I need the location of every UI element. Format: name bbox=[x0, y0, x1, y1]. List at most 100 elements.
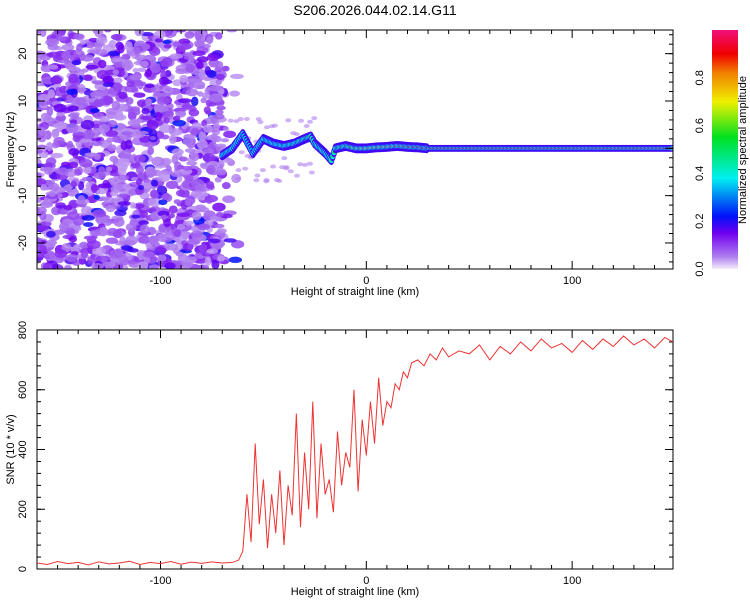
noise-blob bbox=[60, 209, 69, 215]
noise-blob bbox=[206, 36, 214, 45]
noise-blob bbox=[92, 246, 107, 256]
noise-blob bbox=[88, 37, 99, 43]
noise-blob bbox=[223, 238, 237, 243]
noise-blob bbox=[177, 98, 192, 104]
noise-blob bbox=[112, 229, 123, 239]
noise-blob bbox=[79, 40, 87, 45]
noise-blob bbox=[182, 179, 192, 189]
noise-blob bbox=[205, 196, 213, 204]
noise-blob bbox=[37, 30, 42, 35]
noise-blob bbox=[80, 138, 89, 143]
noise-blob bbox=[121, 60, 134, 70]
noise-blob bbox=[164, 262, 176, 269]
noise-blob bbox=[303, 123, 310, 128]
noise-blob bbox=[179, 74, 189, 83]
noise-blob bbox=[105, 237, 119, 244]
noise-blob bbox=[173, 199, 181, 205]
noise-blob bbox=[139, 224, 150, 234]
noise-blob bbox=[182, 242, 194, 252]
noise-blob bbox=[194, 183, 206, 192]
noise-blob bbox=[206, 164, 216, 175]
y-tick-label: 10 bbox=[17, 95, 29, 107]
noise-blob bbox=[302, 162, 309, 167]
noise-blob bbox=[57, 167, 69, 176]
noise-blob bbox=[83, 235, 98, 240]
noise-blob bbox=[149, 189, 159, 199]
noise-blob bbox=[215, 211, 224, 217]
noise-blob bbox=[196, 264, 210, 269]
noise-blob bbox=[129, 74, 142, 81]
noise-blob bbox=[67, 67, 79, 72]
noise-blob bbox=[203, 124, 214, 133]
noise-blob bbox=[204, 110, 212, 115]
noise-blob bbox=[244, 153, 251, 158]
noise-blob bbox=[105, 130, 119, 137]
noise-blob bbox=[194, 30, 204, 41]
noise-blob bbox=[50, 152, 64, 159]
noise-blob bbox=[242, 166, 249, 171]
noise-blob bbox=[67, 211, 80, 221]
noise-blob bbox=[253, 178, 260, 183]
noise-blob bbox=[99, 226, 108, 237]
noise-blob bbox=[45, 38, 60, 46]
noise-blob bbox=[221, 65, 230, 72]
noise-blob bbox=[204, 255, 212, 266]
noise-blob bbox=[174, 229, 182, 238]
noise-blob bbox=[54, 36, 67, 42]
noise-blob bbox=[263, 125, 270, 130]
noise-blob bbox=[230, 73, 244, 80]
noise-blob bbox=[294, 173, 301, 178]
noise-blob bbox=[175, 189, 186, 197]
noise-blob bbox=[48, 190, 56, 198]
noise-blob bbox=[194, 257, 208, 264]
noise-blob bbox=[73, 33, 84, 40]
noise-blob bbox=[119, 236, 126, 246]
noise-blob bbox=[198, 71, 206, 79]
noise-blob bbox=[142, 251, 155, 258]
noise-blob bbox=[37, 254, 45, 259]
noise-blob bbox=[61, 50, 71, 61]
noise-blob bbox=[47, 51, 60, 58]
noise-blob bbox=[57, 59, 72, 64]
noise-blob bbox=[132, 68, 139, 73]
noise-blob bbox=[160, 247, 167, 254]
noise-blob bbox=[68, 148, 80, 156]
noise-blob bbox=[188, 109, 200, 117]
noise-blob bbox=[215, 109, 224, 115]
noise-blob bbox=[198, 243, 209, 253]
noise-blob bbox=[58, 222, 70, 232]
noise-blob bbox=[39, 184, 48, 191]
plot-frame bbox=[36, 329, 674, 570]
noise-blob bbox=[203, 43, 212, 49]
noise-blob bbox=[68, 73, 79, 84]
y-tick-label: -20 bbox=[17, 235, 29, 251]
noise-blob bbox=[205, 180, 215, 190]
noise-blob bbox=[138, 235, 151, 244]
noise-blob bbox=[192, 50, 206, 57]
noise-blob bbox=[119, 150, 132, 159]
noise-blob bbox=[88, 49, 100, 55]
noise-blob bbox=[215, 78, 223, 86]
noise-blob bbox=[107, 50, 120, 57]
noise-blob bbox=[196, 206, 210, 213]
noise-blob bbox=[178, 156, 188, 162]
noise-blob bbox=[47, 184, 55, 190]
noise-blob bbox=[154, 111, 163, 122]
noise-blob bbox=[214, 170, 227, 176]
noise-blob bbox=[184, 256, 198, 263]
noise-blob bbox=[51, 129, 60, 139]
noise-blob bbox=[196, 61, 204, 70]
noise-blob bbox=[89, 90, 104, 99]
noise-blob bbox=[175, 251, 184, 257]
noise-blob bbox=[175, 68, 188, 75]
noise-blob bbox=[168, 205, 178, 214]
noise-blob bbox=[50, 76, 63, 85]
noise-blob bbox=[196, 56, 209, 63]
noise-blob bbox=[140, 115, 155, 121]
noise-blob bbox=[94, 42, 103, 51]
noise-blob bbox=[131, 214, 141, 219]
noise-blob bbox=[204, 66, 211, 76]
noise-blob bbox=[185, 88, 199, 97]
noise-blob bbox=[187, 78, 200, 83]
